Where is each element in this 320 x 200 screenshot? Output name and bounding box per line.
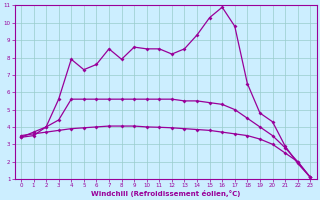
X-axis label: Windchill (Refroidissement éolien,°C): Windchill (Refroidissement éolien,°C) — [91, 190, 240, 197]
